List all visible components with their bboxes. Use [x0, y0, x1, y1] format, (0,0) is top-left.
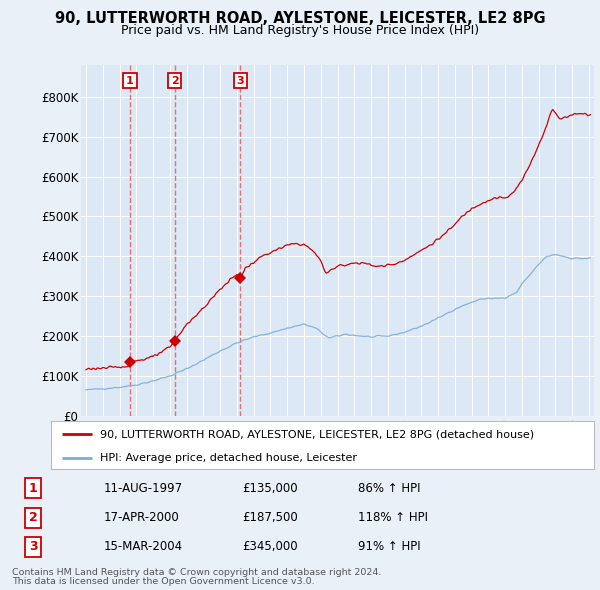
Text: Price paid vs. HM Land Registry's House Price Index (HPI): Price paid vs. HM Land Registry's House …	[121, 24, 479, 37]
Text: 2: 2	[171, 76, 179, 86]
Text: 3: 3	[29, 540, 38, 553]
Text: 2: 2	[29, 511, 38, 525]
Text: 91% ↑ HPI: 91% ↑ HPI	[358, 540, 420, 553]
Text: HPI: Average price, detached house, Leicester: HPI: Average price, detached house, Leic…	[100, 453, 357, 463]
Text: 86% ↑ HPI: 86% ↑ HPI	[358, 482, 420, 495]
Text: 3: 3	[236, 76, 244, 86]
Text: 15-MAR-2004: 15-MAR-2004	[104, 540, 183, 553]
Text: This data is licensed under the Open Government Licence v3.0.: This data is licensed under the Open Gov…	[12, 576, 314, 586]
Text: £135,000: £135,000	[242, 482, 298, 495]
Text: Contains HM Land Registry data © Crown copyright and database right 2024.: Contains HM Land Registry data © Crown c…	[12, 568, 382, 577]
Text: 118% ↑ HPI: 118% ↑ HPI	[358, 511, 428, 525]
Text: 1: 1	[126, 76, 134, 86]
Text: 1: 1	[29, 482, 38, 495]
Text: £187,500: £187,500	[242, 511, 298, 525]
Text: 90, LUTTERWORTH ROAD, AYLESTONE, LEICESTER, LE2 8PG: 90, LUTTERWORTH ROAD, AYLESTONE, LEICEST…	[55, 11, 545, 27]
Text: 11-AUG-1997: 11-AUG-1997	[104, 482, 183, 495]
Text: 90, LUTTERWORTH ROAD, AYLESTONE, LEICESTER, LE2 8PG (detached house): 90, LUTTERWORTH ROAD, AYLESTONE, LEICEST…	[100, 429, 534, 439]
Text: 17-APR-2000: 17-APR-2000	[104, 511, 180, 525]
Text: £345,000: £345,000	[242, 540, 298, 553]
